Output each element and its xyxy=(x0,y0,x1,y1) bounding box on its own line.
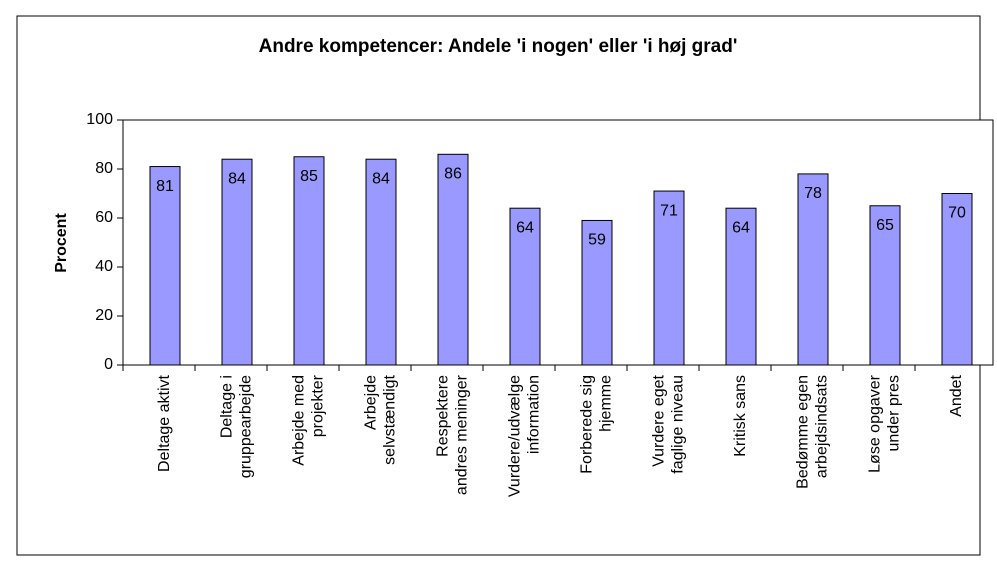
x-tick-label: Arbejde med projekter xyxy=(291,374,327,465)
value-label: 70 xyxy=(948,205,966,222)
y-tick-label: 100 xyxy=(86,111,113,128)
y-tick-label: 60 xyxy=(95,209,113,226)
y-axis-label: Procent xyxy=(53,213,70,273)
y-tick-label: 40 xyxy=(95,258,113,275)
bar xyxy=(869,205,901,366)
bar xyxy=(365,158,397,366)
bar xyxy=(293,156,325,366)
value-label: 84 xyxy=(228,170,246,187)
x-tick-label: Vurdere eget faglige niveau xyxy=(651,374,687,473)
chart-title: Andre kompetencer: Andele 'i nogen' elle… xyxy=(259,36,738,57)
x-tick-label: Bedømme egen arbejdsindsats xyxy=(795,375,831,489)
bar xyxy=(653,190,685,366)
bar xyxy=(221,158,253,366)
value-label: 64 xyxy=(516,219,534,236)
x-tick-label: Kritisk sans xyxy=(732,375,749,457)
bar xyxy=(797,173,829,366)
value-label: 64 xyxy=(732,219,750,236)
bar xyxy=(509,207,541,366)
value-label: 85 xyxy=(300,168,318,185)
x-tick-label: Arbejde selvstændigt xyxy=(363,374,399,464)
y-tick-label: 80 xyxy=(95,160,113,177)
x-tick-label: Andet xyxy=(948,374,965,416)
bar xyxy=(725,207,757,366)
value-label: 81 xyxy=(156,178,174,195)
value-label: 71 xyxy=(660,202,678,219)
x-tick-label: Deltage i gruppearbejde xyxy=(219,375,255,478)
value-label: 78 xyxy=(804,185,822,202)
value-label: 84 xyxy=(372,170,390,187)
x-tick-label: Vurdere/udvælge information xyxy=(507,375,543,497)
bar xyxy=(437,153,469,366)
bar xyxy=(941,193,973,366)
x-tick-label: Forberede sig hjemme xyxy=(579,375,615,474)
value-label: 65 xyxy=(876,217,894,234)
bar xyxy=(149,166,181,366)
bar xyxy=(581,219,613,366)
plot-area xyxy=(122,119,994,366)
x-tick-label: Respektere andres meninger xyxy=(435,374,471,495)
value-label: 59 xyxy=(588,232,606,249)
x-tick-label: Løse opgaver under pres xyxy=(867,374,903,473)
y-tick-label: 20 xyxy=(95,307,113,324)
x-tick-label: Deltage aktivt xyxy=(156,374,173,471)
y-tick-label: 0 xyxy=(104,356,113,373)
value-label: 86 xyxy=(444,166,462,183)
